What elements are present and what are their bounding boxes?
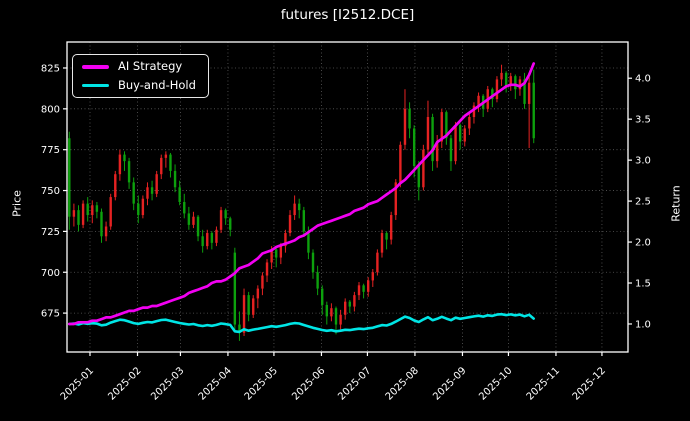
ai-strategy-line-swatch (82, 65, 109, 69)
svg-text:2025-07: 2025-07 (336, 365, 373, 402)
legend-item-ai-strategy: AI Strategy (82, 59, 196, 73)
legend-label-ai-strategy: AI Strategy (118, 59, 183, 73)
svg-text:4.0: 4.0 (635, 74, 651, 85)
svg-text:775: 775 (41, 145, 60, 156)
grid-layer (67, 42, 628, 352)
svg-text:1.0: 1.0 (635, 319, 651, 330)
legend-item-buy-and-hold: Buy-and-Hold (82, 77, 196, 92)
price-axis-label: Price (10, 190, 24, 217)
svg-text:750: 750 (41, 186, 60, 197)
svg-text:2025-06: 2025-06 (290, 365, 327, 402)
return-axis-label: Return (669, 185, 683, 222)
svg-text:825: 825 (41, 63, 60, 74)
svg-text:2.0: 2.0 (635, 238, 651, 249)
svg-text:2025-10: 2025-10 (477, 365, 514, 402)
svg-text:1.5: 1.5 (635, 279, 651, 290)
svg-text:2025-08: 2025-08 (384, 365, 421, 402)
svg-text:3.5: 3.5 (635, 115, 651, 126)
legend: AI Strategy Buy-and-Hold (72, 54, 209, 98)
svg-text:2025-12: 2025-12 (571, 365, 608, 402)
svg-text:2025-02: 2025-02 (106, 365, 143, 402)
svg-text:700: 700 (41, 268, 60, 279)
chart-title: futures [I2512.DCE] (280, 7, 415, 23)
svg-text:2025-04: 2025-04 (197, 365, 234, 402)
svg-text:725: 725 (41, 227, 60, 238)
svg-text:2025-09: 2025-09 (431, 365, 468, 402)
svg-text:675: 675 (41, 309, 60, 320)
svg-text:2.5: 2.5 (635, 197, 651, 208)
buy-and-hold-line-swatch (82, 83, 109, 87)
svg-text:2025-11: 2025-11 (525, 365, 562, 402)
ai-strategy-line (67, 62, 536, 326)
svg-text:2025-05: 2025-05 (243, 365, 280, 402)
svg-text:800: 800 (41, 104, 60, 115)
candles-layer (68, 64, 535, 341)
legend-label-buy-and-hold: Buy-and-Hold (118, 77, 196, 92)
svg-text:3.0: 3.0 (635, 156, 651, 167)
buy-and-hold-line (68, 312, 536, 334)
svg-text:2025-03: 2025-03 (149, 365, 186, 402)
svg-text:2025-01: 2025-01 (59, 365, 96, 402)
